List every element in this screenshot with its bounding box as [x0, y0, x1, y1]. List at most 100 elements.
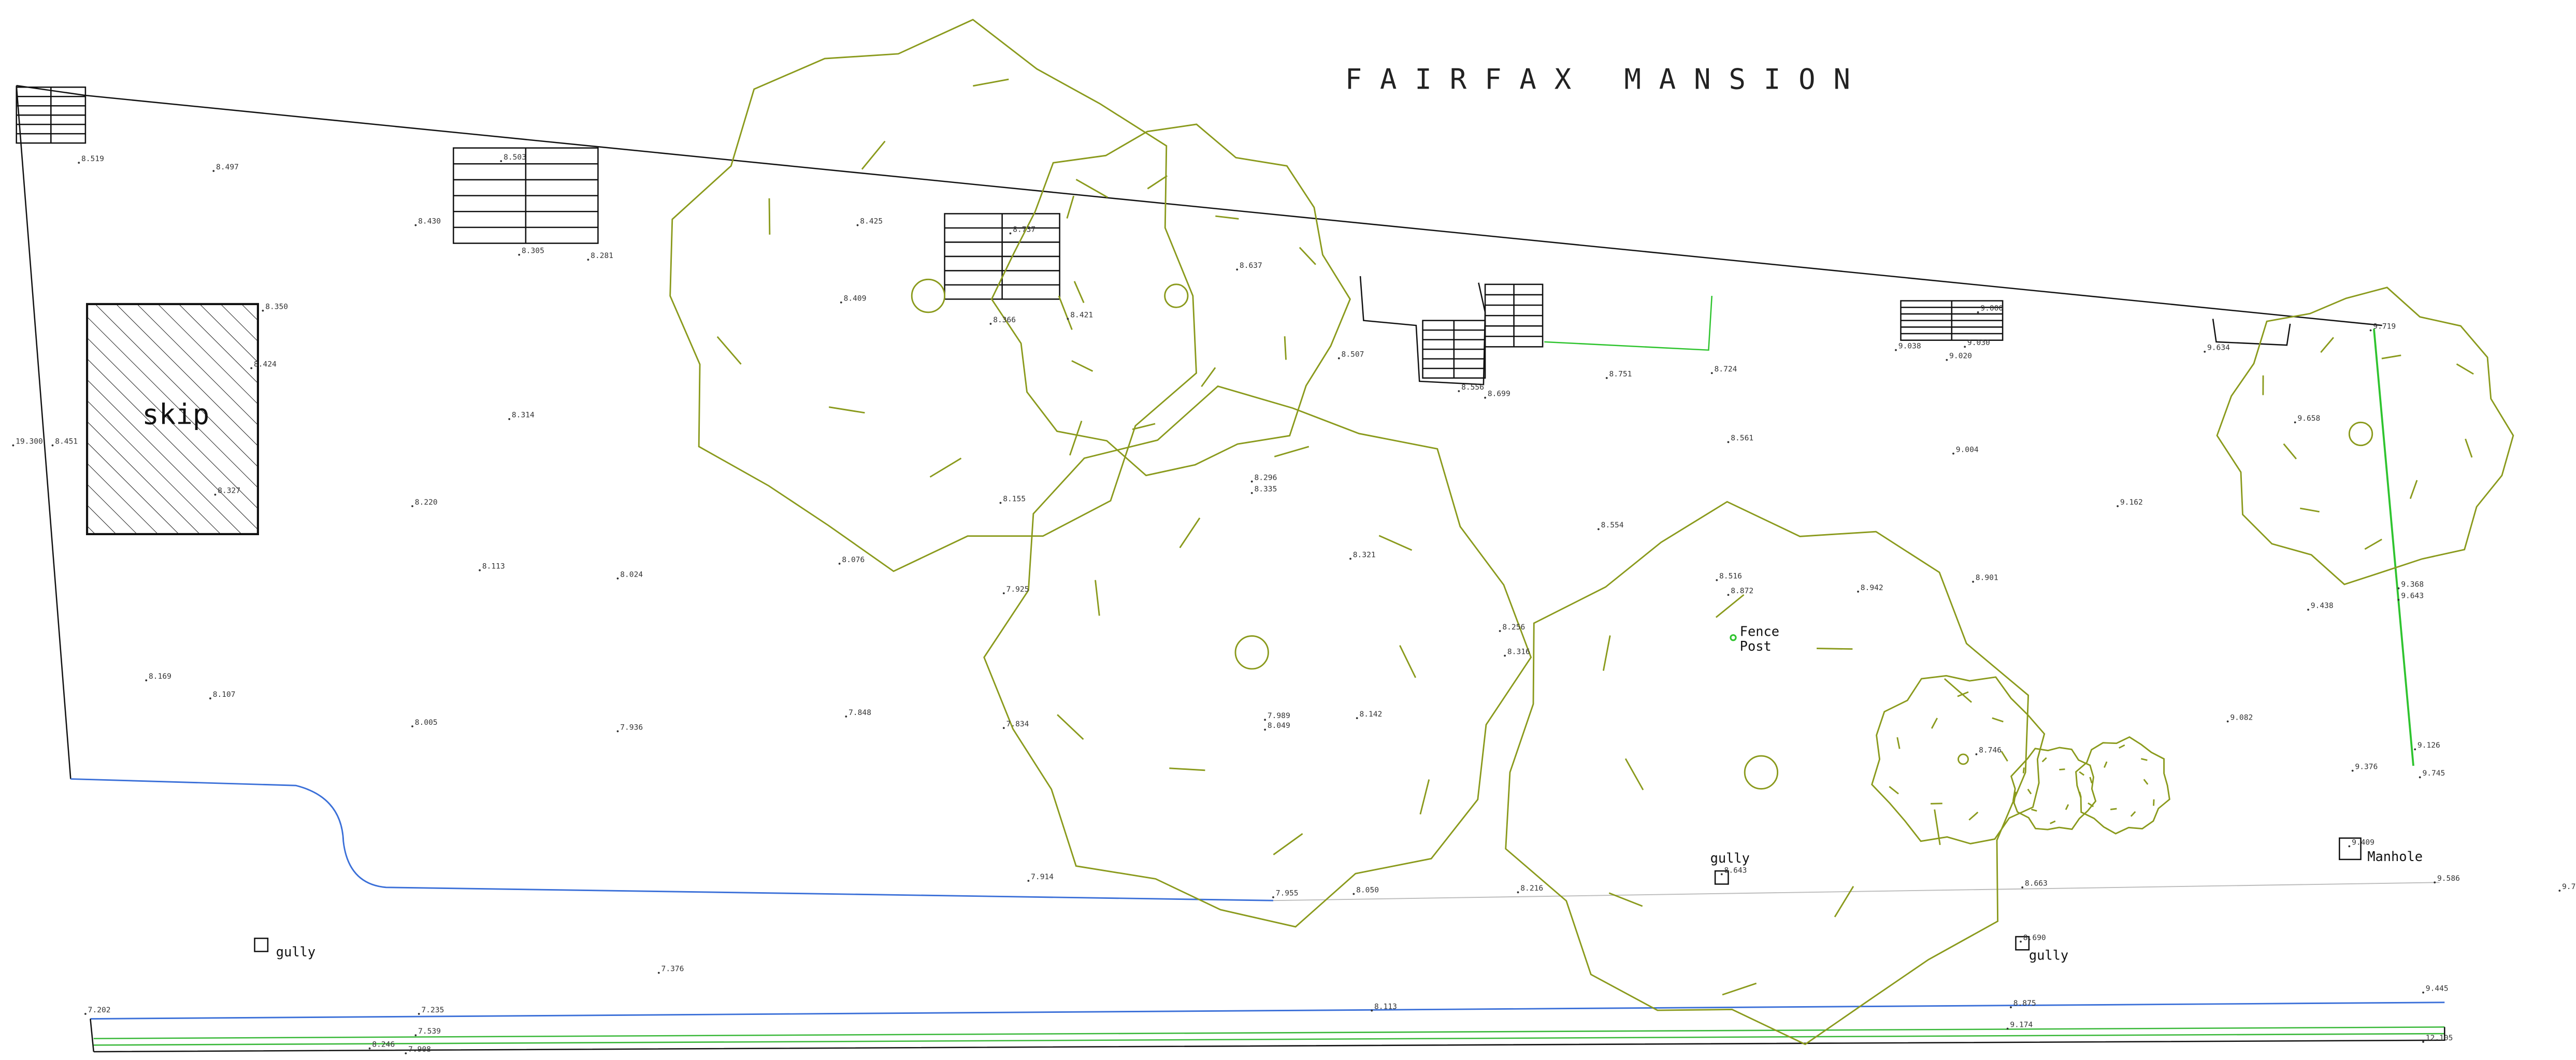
spot-level: 7.202 [88, 1006, 111, 1014]
spot-point [1857, 591, 1859, 593]
fence-post [1730, 634, 1737, 641]
tree-branch [2059, 768, 2065, 770]
tree-branch [1058, 295, 1073, 330]
spot-level: 8.503 [503, 153, 526, 162]
tree-branch [1284, 336, 1287, 360]
tree-branch [2031, 808, 2037, 812]
tree-canopy [2010, 747, 2097, 830]
spot-point [1236, 268, 1239, 271]
spot-level: 9.038 [1898, 342, 1921, 351]
tree-branch [2065, 804, 2069, 810]
spot-level: 8.314 [512, 411, 535, 420]
spot-level: 8.942 [1861, 583, 1883, 592]
spot-point [1504, 654, 1506, 657]
spot-level: 8.746 [1979, 746, 2002, 755]
spot-level: 9.030 [1967, 338, 1990, 347]
spot-point [1499, 630, 1501, 632]
spot-level: 8.246 [372, 1040, 395, 1049]
spot-level: 8.901 [1976, 574, 1998, 582]
spot-point [2006, 1027, 2009, 1030]
spot-level: 8.327 [218, 486, 240, 495]
tree-branch [1931, 718, 1938, 729]
spot-point [1371, 1009, 1373, 1012]
spot-level: 8.076 [842, 555, 865, 564]
fence-label: Fence [1740, 624, 1779, 639]
spot-point [1895, 349, 1897, 351]
spot-point [1027, 880, 1030, 882]
tree-branch [1722, 982, 1757, 996]
spot-point [1484, 396, 1486, 399]
tree-branch [2283, 443, 2297, 460]
tree-branch [2130, 811, 2136, 817]
spot-point [405, 1052, 407, 1055]
spot-level: 8.409 [844, 294, 867, 303]
spot-point [1250, 492, 1253, 494]
spot-point [209, 697, 211, 699]
tree-branch [1057, 714, 1084, 740]
spot-point [989, 323, 992, 325]
spot-point [2414, 748, 2416, 751]
spot-level: 8.497 [216, 163, 239, 171]
spot-level: 8.872 [1731, 586, 1753, 595]
spot-level: 8.142 [1359, 710, 1382, 719]
tree-trunk [1958, 753, 1969, 765]
spot-level: 9.368 [2401, 580, 2424, 589]
tree-branch [716, 336, 742, 365]
skip-label: skip [142, 398, 209, 431]
spot-point [411, 505, 413, 507]
spot-point [1458, 390, 1460, 392]
tree-branch [2022, 767, 2025, 773]
manhole-label: Manhole [2367, 849, 2423, 864]
tree-trunk [1164, 283, 1189, 308]
spot-level: 8.737 [1013, 225, 1035, 234]
spot-point [262, 309, 264, 312]
spot-level: 9.174 [2010, 1020, 2033, 1029]
spot-level: 7.376 [661, 965, 684, 973]
tree-branch [1095, 580, 1100, 616]
spot-point [214, 493, 217, 496]
spot-level: 8.516 [1719, 572, 1742, 581]
spot-level: 8.050 [1356, 885, 1379, 894]
spot-level: 8.024 [620, 570, 643, 579]
spot-point [2307, 608, 2309, 611]
tree-branch [1608, 892, 1643, 907]
spot-point [368, 1047, 371, 1050]
spot-level: 8.155 [1003, 494, 1026, 503]
spot-level: 19.300 [16, 437, 43, 446]
tree-branch [2079, 771, 2085, 776]
spot-level: 8.107 [213, 690, 236, 699]
tree-branch [1992, 717, 2004, 723]
spot-point [838, 563, 841, 565]
tree-branch [2110, 808, 2117, 810]
tree-branch [768, 198, 771, 235]
spot-point [2010, 1006, 2012, 1009]
spot-point [1264, 719, 1267, 721]
spot-level: 7.908 [408, 1045, 431, 1054]
tree-branch [2320, 337, 2334, 353]
spot-level: 8.751 [1609, 369, 1632, 378]
spot-level: 8.424 [254, 360, 277, 368]
spot-point [1972, 581, 1974, 583]
spot-point [2020, 940, 2022, 943]
spot-level: 9.004 [1956, 445, 1979, 454]
spot-level: 8.305 [522, 247, 544, 255]
spot-level: 9.658 [2297, 414, 2320, 423]
tree-branch [2141, 758, 2148, 761]
spot-level: 9.445 [2426, 984, 2449, 993]
tree-branch [1273, 833, 1303, 855]
spot-point [414, 1034, 417, 1037]
spot-point [1946, 359, 1948, 361]
steps [16, 86, 2004, 379]
spot-point [2294, 421, 2296, 424]
spot-point [250, 367, 253, 369]
tree-branch [2381, 354, 2401, 360]
tree-branch [1896, 737, 1901, 749]
spot-level: 8.256 [1502, 623, 1525, 632]
tree-branch [1299, 247, 1316, 265]
spot-point [856, 224, 859, 226]
spot-point [2348, 845, 2351, 848]
spot-level: 12.105 [2426, 1034, 2453, 1042]
gully-label: gully [1710, 850, 1750, 866]
spot-point [1337, 357, 1340, 360]
tree-branch [1378, 535, 1413, 551]
